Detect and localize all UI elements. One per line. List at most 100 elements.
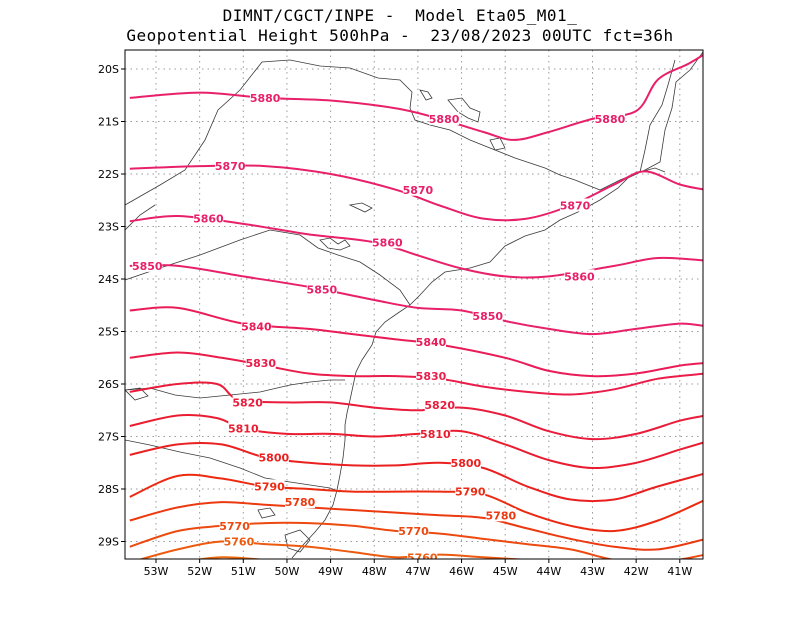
contour-label-5870: 5870 xyxy=(560,200,591,213)
contour-label-5790: 5790 xyxy=(455,486,486,499)
x-tick-label: 42W xyxy=(624,565,649,578)
y-tick-label: 21S xyxy=(98,116,119,129)
contour-label-5830: 5830 xyxy=(245,357,276,370)
y-tick-label: 27S xyxy=(98,431,119,444)
contour-line-5800 xyxy=(129,441,703,503)
contour-label-5850: 5850 xyxy=(307,284,338,297)
x-tick-label: 45W xyxy=(493,565,518,578)
x-tick-label: 48W xyxy=(362,565,387,578)
contour-label-5800: 5800 xyxy=(259,452,290,465)
coastline-borders xyxy=(125,51,703,559)
contour-label-5830: 5830 xyxy=(416,370,447,383)
y-axis-labels: 20S 21S 22S 23S 24S 25S 26S 27S 28S 29S xyxy=(98,63,125,549)
contour-label-5810: 5810 xyxy=(420,428,451,441)
reservoir xyxy=(319,237,351,251)
x-tick-label: 52W xyxy=(187,565,212,578)
contour-label-bg xyxy=(560,198,591,212)
state-border-mg-es xyxy=(639,59,676,173)
contour-label-bg xyxy=(372,235,403,249)
x-tick-label: 49W xyxy=(318,565,343,578)
contour-label-bg xyxy=(285,495,316,509)
contour-label-bg xyxy=(424,398,455,411)
contour-label-bg xyxy=(250,90,281,104)
contour-label-5880: 5880 xyxy=(595,113,626,126)
contour-label-bg xyxy=(415,369,446,383)
contour-label-bg xyxy=(219,518,250,532)
contour-label-5760: 5760 xyxy=(407,551,438,564)
contour-line-5810 xyxy=(129,414,703,470)
contour-label-bg xyxy=(258,450,289,464)
contour-label-bg xyxy=(564,269,595,283)
contour-label-5790: 5790 xyxy=(254,480,285,493)
contour-label-5860: 5860 xyxy=(372,236,403,249)
contour-label-5800: 5800 xyxy=(451,457,482,470)
contour-line-5790 xyxy=(129,473,703,533)
contour-label-bg xyxy=(594,111,625,125)
contour-line-5850 xyxy=(129,264,703,336)
contour-label-5840: 5840 xyxy=(241,320,272,333)
contour-label-bg xyxy=(407,550,438,559)
x-tick-label: 53W xyxy=(144,565,169,578)
x-tick-label: 50W xyxy=(275,565,300,578)
x-tick-label: 46W xyxy=(449,565,474,578)
reservoir xyxy=(447,97,481,123)
contour-label-bg xyxy=(485,508,516,522)
y-tick-label: 25S xyxy=(98,326,119,339)
chart-title-line1: DIMNT/CGCT/INPE - Model Eta05_M01_ xyxy=(222,6,578,25)
contour-label-5770: 5770 xyxy=(398,525,429,538)
contour-label-bg xyxy=(215,159,246,173)
chart-title-line2: Geopotential Height 500hPa - 23/08/2023 … xyxy=(126,26,674,45)
contour-label-5840: 5840 xyxy=(416,336,447,349)
contour-line-5870 xyxy=(129,164,703,222)
state-border-sp-pr xyxy=(125,229,411,306)
contour-label-5820: 5820 xyxy=(232,396,263,409)
contour-line-5780 xyxy=(129,501,703,551)
contour-label-5850: 5850 xyxy=(472,310,503,323)
y-tick-label: 22S xyxy=(98,168,119,181)
state-border-ms xyxy=(125,204,156,231)
contour-label-bg xyxy=(450,455,481,469)
contour-label-5760: 5760 xyxy=(224,536,255,549)
contour-label-5870: 5870 xyxy=(215,160,246,173)
contour-line-5860 xyxy=(129,214,703,279)
contour-label-5780: 5780 xyxy=(486,509,517,522)
x-tick-label: 47W xyxy=(405,565,430,578)
contour-label-bg xyxy=(420,426,451,440)
contour-label-bg xyxy=(193,211,224,225)
contour-labels: 5880 5880 5880 5870 5870 5870 5860 5860 5860 5850… xyxy=(132,90,626,564)
y-tick-label: 24S xyxy=(98,273,119,286)
contour-label-5810: 5810 xyxy=(228,423,259,436)
contour-label-bg xyxy=(415,335,446,348)
reservoir xyxy=(348,202,373,213)
contour-line-5760 xyxy=(138,540,529,559)
contour-label-bg xyxy=(241,319,272,333)
y-tick-label: 20S xyxy=(98,63,119,76)
lat-lon-grid xyxy=(125,50,703,559)
contour-label-5770: 5770 xyxy=(219,520,250,533)
contour-label-5860: 5860 xyxy=(564,270,595,283)
y-tick-label: 26S xyxy=(98,378,119,391)
plot-frame xyxy=(124,49,704,560)
contour-label-5860: 5860 xyxy=(193,213,224,226)
contour-label-bg xyxy=(472,308,503,322)
contour-label-bg xyxy=(254,479,285,493)
coastline xyxy=(291,51,703,559)
reservoir xyxy=(489,137,506,151)
contour-label-bg xyxy=(398,524,429,537)
x-tick-label: 51W xyxy=(231,565,256,578)
contour-label-5820: 5820 xyxy=(424,399,455,412)
contour-line-5820 xyxy=(129,381,703,441)
contour-label-bg xyxy=(245,356,276,369)
contour-label-bg xyxy=(232,395,263,409)
contour-label-bg xyxy=(306,282,337,296)
contour-line-5750 xyxy=(194,556,267,559)
contour-label-bg xyxy=(228,421,259,435)
y-tick-label: 23S xyxy=(98,221,119,234)
x-tick-label: 43W xyxy=(580,565,605,578)
contour-label-5880: 5880 xyxy=(250,92,281,105)
reservoir xyxy=(125,387,149,401)
y-tick-label: 29S xyxy=(98,536,119,549)
x-tick-label: 41W xyxy=(667,565,692,578)
contour-label-bg xyxy=(455,484,486,498)
